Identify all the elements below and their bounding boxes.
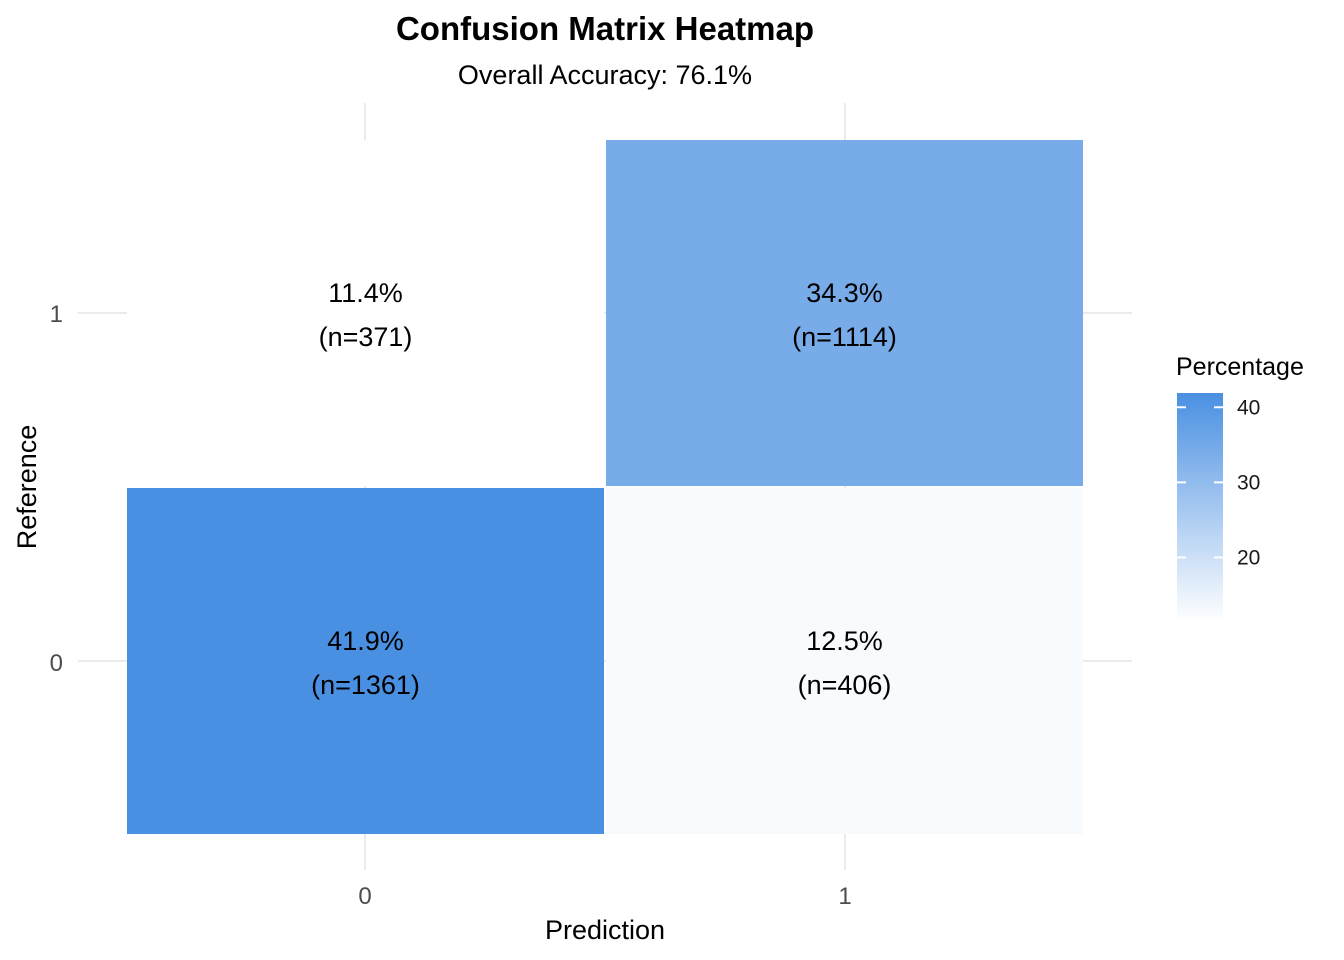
cell-percentage-label: 41.9%	[327, 626, 404, 656]
x-axis-title: Prediction	[545, 915, 665, 945]
cell-count-label: (n=371)	[319, 322, 413, 352]
legend-title: Percentage	[1176, 353, 1304, 381]
chart-title: Confusion Matrix Heatmap	[396, 10, 814, 47]
heatmap-cell-pred0-ref0	[127, 488, 604, 834]
cell-count-label: (n=1361)	[311, 670, 420, 700]
cell-count-label: (n=1114)	[792, 322, 897, 352]
legend-tick-label: 20	[1237, 546, 1260, 569]
cell-percentage-label: 11.4%	[328, 278, 403, 308]
heatmap-cell-pred0-ref1	[127, 140, 604, 486]
legend-colorbar	[1177, 393, 1223, 622]
heatmap-cell-pred1-ref0	[606, 488, 1083, 834]
x-tick-label-1: 1	[838, 883, 851, 910]
chart-subtitle: Overall Accuracy: 76.1%	[458, 60, 752, 90]
legend-tick-label: 30	[1237, 471, 1260, 494]
y-tick-label-1: 1	[50, 301, 63, 328]
heatmap-cell-pred1-ref1	[606, 140, 1083, 486]
y-axis-title: Reference	[12, 425, 42, 550]
x-tick-label-0: 0	[358, 883, 371, 910]
legend-tick-label: 40	[1237, 396, 1260, 419]
heatmap-cells: 41.9% (n=1361) 12.5% (n=406) 11.4% (n=371) 34.…	[127, 140, 1083, 834]
cell-percentage-label: 12.5%	[806, 626, 883, 656]
legend-ticks: 20 30 40	[1177, 396, 1260, 569]
cell-count-label: (n=406)	[798, 670, 892, 700]
y-tick-label-0: 0	[50, 650, 63, 677]
legend: Percentage 20 30 40	[1176, 353, 1304, 622]
cell-percentage-label: 34.3%	[806, 278, 883, 308]
